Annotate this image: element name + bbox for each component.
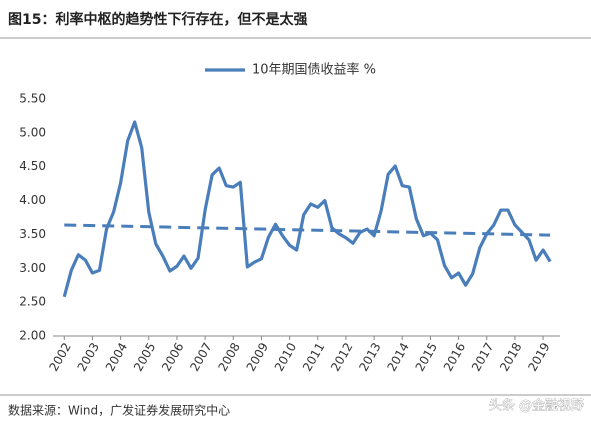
- y-tick-label: 5.50: [19, 92, 46, 106]
- x-tick-label: 2009: [244, 340, 271, 373]
- x-tick-label: 2004: [103, 340, 130, 373]
- x-tick-label: 2016: [441, 340, 468, 373]
- y-tick-label: 3.00: [19, 261, 46, 275]
- x-tick-label: 2005: [131, 340, 158, 373]
- x-tick-label: 2006: [159, 340, 186, 373]
- x-tick-label: 2013: [356, 340, 383, 373]
- x-tick-label: 2017: [469, 340, 496, 373]
- x-tick-label: 2019: [525, 340, 552, 373]
- trend-line: [64, 223, 551, 237]
- y-tick-label: 2.50: [19, 295, 46, 309]
- figure-title: 图15：利率中枢的趋势性下行存在，但不是太强: [8, 11, 307, 28]
- source-note: 数据来源：Wind，广发证券发展研究中心: [8, 403, 230, 418]
- x-tick-label: 2018: [497, 340, 524, 373]
- watermark: 头条 @金融视野: [489, 398, 584, 414]
- x-tick-label: 2003: [75, 340, 102, 373]
- data-line: [62, 120, 552, 298]
- y-tick-label: 3.50: [19, 227, 46, 241]
- x-tick-label: 2011: [300, 340, 327, 373]
- x-tick-label: 2010: [272, 340, 299, 373]
- y-tick-label: 5.00: [19, 125, 46, 139]
- y-tick-label: 4.50: [19, 159, 46, 173]
- y-tick-label: 2.00: [19, 329, 46, 343]
- x-tick-label: 2002: [46, 340, 73, 373]
- x-tick-label: 2008: [215, 340, 242, 373]
- y-tick-label: 4.00: [19, 193, 46, 207]
- x-tick-label: 2015: [413, 340, 440, 373]
- x-tick-label: 2012: [328, 340, 355, 373]
- legend-label: 10年期国债收益率 %: [252, 62, 376, 78]
- x-tick-label: 2014: [384, 340, 411, 373]
- x-tick-label: 2007: [187, 340, 214, 373]
